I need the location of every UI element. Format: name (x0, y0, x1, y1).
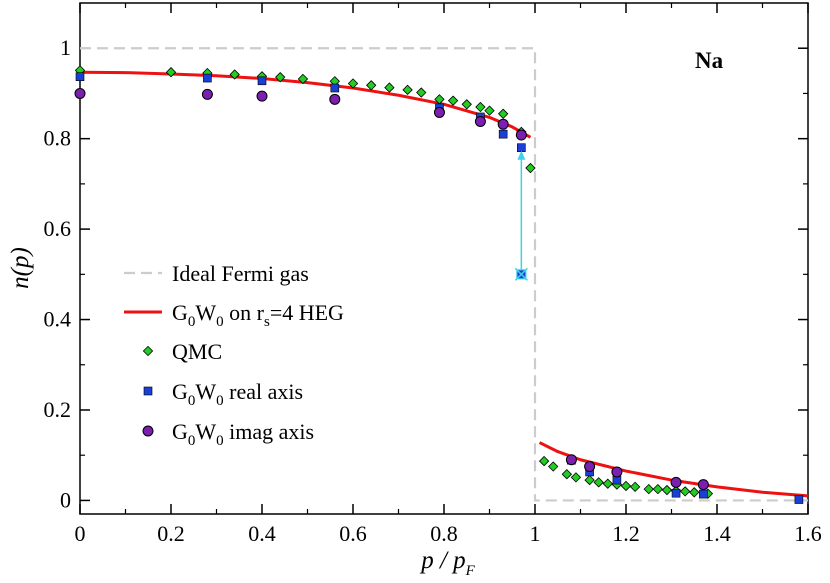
data-point-diamond (584, 474, 595, 486)
legend-circle-swatch (142, 425, 154, 437)
data-point-diamond (484, 105, 495, 116)
data-point-diamond (548, 461, 559, 472)
data-point-diamond (475, 101, 486, 113)
y-tick-label: 0.8 (44, 126, 72, 151)
data-point-square (203, 73, 212, 83)
data-point-square (75, 72, 85, 82)
legend-square-swatch (143, 386, 153, 396)
heg-curve-segment-1 (79, 70, 532, 139)
data-point-diamond (347, 78, 359, 89)
data-point-diamond (447, 95, 459, 106)
y-tick-label: 0.2 (44, 397, 72, 422)
data-point-diamond (570, 472, 582, 483)
y-tick-label: 0 (60, 487, 71, 512)
data-point-diamond (652, 483, 664, 495)
data-point-diamond (561, 469, 573, 480)
data-point-square (330, 83, 340, 93)
y-tick-label: 0.4 (44, 307, 72, 332)
x-tick-label: 1.6 (794, 521, 822, 546)
arrow-start-cross (514, 267, 528, 281)
x-axis-label-main: p / p (419, 547, 465, 574)
series-diamond (74, 65, 714, 499)
data-point-diamond (165, 67, 177, 78)
data-point-diamond (593, 477, 604, 488)
x-axis-label: p / pF (419, 547, 475, 579)
x-tick-label: 0.8 (430, 521, 458, 546)
x-axis-label-sub: F (465, 563, 476, 579)
ideal-fermi-gas-line (80, 47, 808, 502)
x-tick-label: 0.6 (339, 521, 367, 546)
data-point-circle (74, 87, 86, 99)
data-point-diamond (689, 487, 700, 498)
x-tick-label: 0.4 (248, 521, 276, 546)
data-point-circle (474, 115, 486, 127)
y-axis-label: n(p) (7, 247, 34, 289)
data-point-diamond (602, 478, 613, 489)
data-point-diamond (402, 84, 413, 95)
data-point-square (517, 143, 526, 153)
x-tick-label: 0.2 (157, 521, 185, 546)
data-point-circle (497, 118, 509, 130)
annotation-na: Na (695, 48, 724, 73)
data-point-square (498, 129, 508, 139)
series-circle (74, 87, 709, 491)
legend: Ideal Fermi gas G0W0 on rs=4 HEG QMC G0W0 r… (124, 261, 344, 449)
arrow-head (517, 150, 526, 160)
data-point-diamond (384, 82, 395, 93)
x-tick-label: 1.2 (612, 521, 640, 546)
data-point-diamond (679, 486, 691, 497)
legend-ideal-label: Ideal Fermi gas (172, 261, 309, 286)
data-point-circle (565, 454, 577, 466)
x-tick-label: 1 (530, 521, 541, 546)
data-point-diamond (629, 481, 641, 493)
data-point-circle (329, 93, 341, 105)
data-point-square (671, 488, 681, 498)
data-point-diamond (661, 484, 673, 496)
data-point-diamond (643, 483, 654, 495)
legend-square-label: G0W0 real axis (172, 379, 303, 409)
x-tick-label: 1.4 (703, 521, 731, 546)
data-point-diamond (620, 480, 632, 492)
data-point-circle (697, 479, 709, 491)
data-point-diamond (538, 455, 550, 467)
data-point-diamond (229, 69, 240, 80)
y-tick-label: 0.6 (44, 216, 72, 241)
data-point-circle (584, 461, 596, 473)
data-point-diamond (461, 99, 472, 110)
data-point-square (794, 495, 804, 504)
data-point-square (257, 76, 267, 86)
data-point-circle (256, 90, 268, 102)
legend-diamond-label: QMC (172, 339, 222, 364)
data-point-circle (201, 88, 213, 100)
x-tick-label: 0 (75, 521, 86, 546)
heg-curve-segment-2 (538, 441, 809, 498)
data-point-diamond (416, 87, 427, 98)
data-point-square (699, 489, 708, 499)
y-tick-label: 1 (60, 35, 71, 60)
legend-diamond-swatch (142, 345, 154, 357)
data-point-diamond (275, 71, 286, 83)
data-point-diamond (366, 80, 377, 91)
data-point-diamond (525, 162, 536, 174)
data-point-circle (433, 106, 445, 118)
data-point-circle (515, 129, 527, 141)
data-point-circle (670, 476, 682, 488)
legend-circle-label: G0W0 imag axis (172, 419, 314, 449)
data-point-diamond (297, 73, 309, 85)
legend-heg-label: G0W0 on rs=4 HEG (172, 300, 344, 330)
data-point-circle (611, 466, 623, 478)
data-point-diamond (497, 108, 509, 119)
